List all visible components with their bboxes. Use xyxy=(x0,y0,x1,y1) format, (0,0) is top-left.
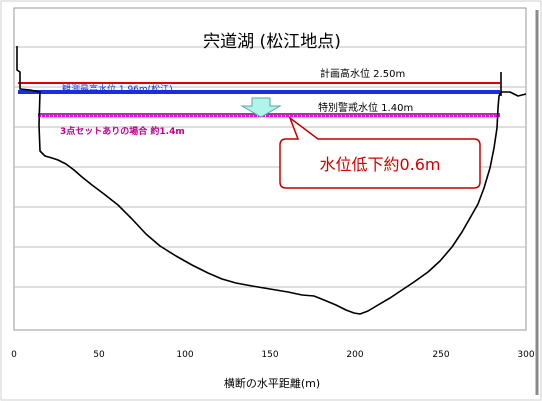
x-tick-250: 250 xyxy=(432,350,449,360)
x-tick-300: 300 xyxy=(517,350,534,360)
x-tick-150: 150 xyxy=(261,350,278,360)
x-tick-0: 0 xyxy=(11,350,17,360)
callout-text: 水位低下約0.6m xyxy=(319,155,440,174)
x-tick-100: 100 xyxy=(176,350,193,360)
x-axis-label: 横断の水平距離(m) xyxy=(224,376,320,390)
planned-high-water-label: 計画高水位 2.50m xyxy=(320,67,405,80)
three-point-set-label: 3点セットありの場合 約1.4m xyxy=(60,125,185,137)
callout-bubble xyxy=(279,115,481,189)
water-drop-arrow xyxy=(240,97,282,118)
x-tick-200: 200 xyxy=(346,350,363,360)
x-axis: 0 50 100 150 200 250 300 xyxy=(11,350,535,360)
lake-bed-profile xyxy=(16,46,527,315)
special-warning-water-label: 特別警戒水位 1.40m xyxy=(318,101,413,114)
observed-max-water-label: 観測最高水位 1.96m(松江) xyxy=(62,83,173,95)
chart-title: 宍道湖 (松江地点) xyxy=(203,32,341,52)
x-tick-50: 50 xyxy=(93,350,105,360)
